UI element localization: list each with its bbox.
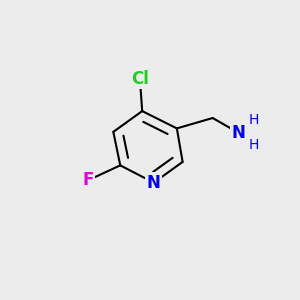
Text: Cl: Cl: [131, 70, 149, 88]
Text: H: H: [249, 138, 260, 152]
Text: F: F: [82, 171, 94, 189]
Text: N: N: [147, 174, 161, 192]
Text: N: N: [231, 124, 245, 142]
Text: H: H: [249, 113, 260, 127]
